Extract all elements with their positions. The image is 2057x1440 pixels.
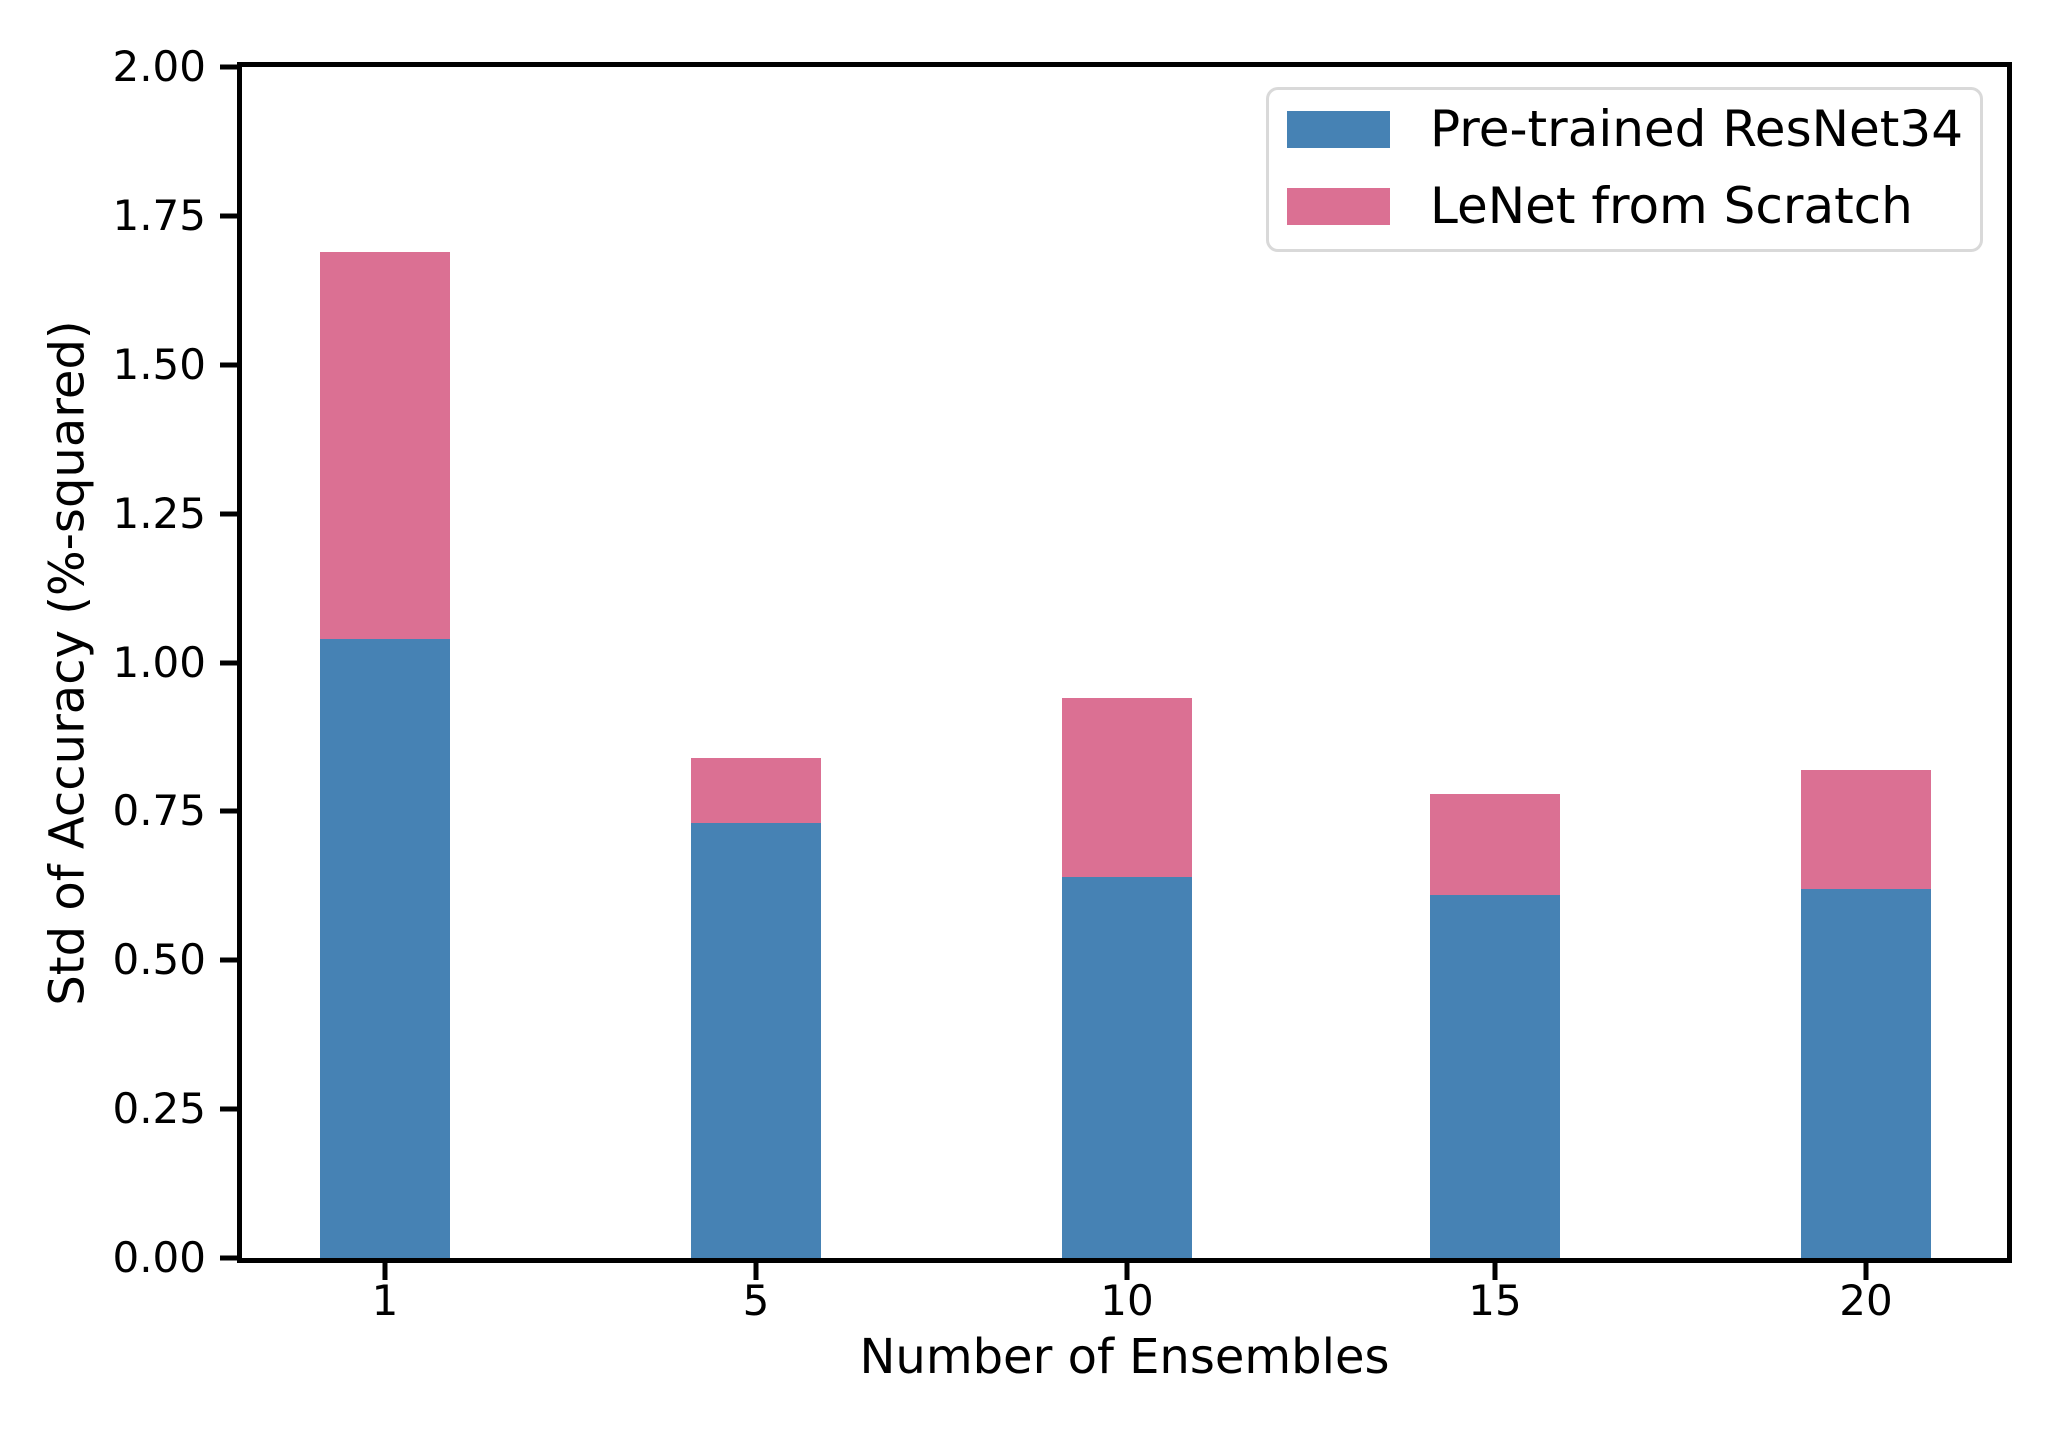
bar-stack-20 [1801,769,1931,1258]
x-axis-label: Number of Ensembles [859,1329,1390,1385]
bar-segment [1801,888,1931,1258]
y-tick-mark [220,362,237,368]
bar-segment [691,757,821,824]
bar-segment [320,251,450,639]
bar-stack-1 [320,251,450,1258]
y-tick-mark [220,808,237,814]
y-tick-label: 0.50 [112,935,206,985]
x-tick-mark [1124,1263,1130,1280]
y-tick-label: 1.75 [112,190,206,240]
bar-segment [691,823,821,1258]
x-tick-mark [753,1263,759,1280]
y-tick-label: 1.00 [112,637,206,687]
legend-swatch [1287,110,1390,148]
bar-stack-10 [1062,698,1192,1258]
y-tick-mark [220,1106,237,1112]
legend: Pre-trained ResNet34 LeNet from Scratch [1266,87,1983,252]
y-tick-label: 0.25 [112,1084,206,1134]
x-tick-label: 15 [1468,1276,1522,1325]
legend-swatch [1287,187,1390,225]
bar-segment [1801,769,1931,889]
x-tick-label: 5 [742,1276,770,1325]
y-tick-label: 1.25 [112,488,206,538]
x-tick-label: 10 [1100,1276,1154,1325]
bar-segment [320,638,450,1258]
y-tick-label: 0.75 [112,786,206,836]
y-tick-mark [220,511,237,517]
y-tick-mark [220,660,237,665]
legend-label: Pre-trained ResNet34 [1430,100,1964,158]
legend-entry: LeNet from Scratch [1287,181,1960,231]
bar-segment [1430,793,1560,895]
y-tick-mark [220,213,237,219]
y-tick-label: 2.00 [112,42,206,91]
legend-entry: Pre-trained ResNet34 [1287,100,1964,158]
legend-label: LeNet from Scratch [1430,177,1913,235]
x-tick-label: 20 [1839,1276,1893,1325]
x-tick-mark [1863,1263,1869,1280]
bar-stack-5 [691,757,821,1258]
x-tick-label: 1 [371,1276,399,1325]
y-axis-label: Std of Accuracy (%-squared) [40,319,96,1006]
bar-segment [1062,876,1192,1258]
y-tick-label: 0.00 [112,1233,206,1282]
x-tick-mark [1492,1263,1498,1280]
bar-segment [1062,698,1192,877]
bar-stack-15 [1430,793,1560,1258]
y-tick-label: 1.50 [112,339,206,389]
x-tick-mark [382,1263,388,1280]
bar-segment [1430,894,1560,1258]
y-tick-mark [220,1255,237,1261]
y-tick-mark [220,957,237,963]
y-tick-mark [220,64,237,70]
